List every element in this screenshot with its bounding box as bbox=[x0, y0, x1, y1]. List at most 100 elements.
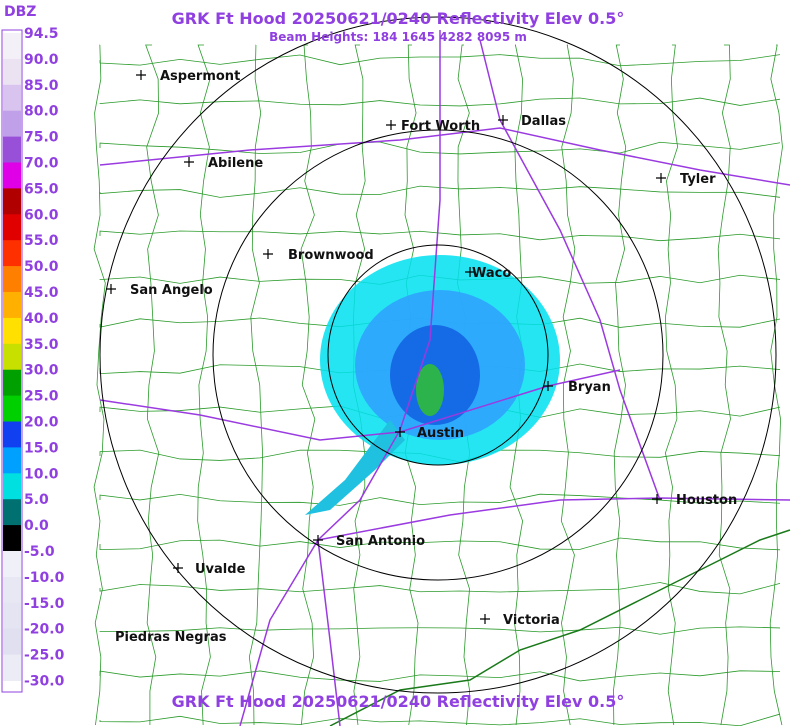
county-line bbox=[99, 141, 781, 155]
city-marker bbox=[136, 70, 146, 80]
county-line bbox=[99, 54, 781, 67]
subtitle: Beam Heights: 184 1645 4282 8095 m bbox=[269, 30, 527, 44]
legend-label: 35.0 bbox=[24, 337, 59, 353]
city-label: Fort Worth bbox=[401, 119, 480, 134]
city-label: Aspermont bbox=[160, 69, 240, 84]
city-marker bbox=[173, 563, 183, 573]
color-swatch bbox=[3, 214, 21, 241]
city-marker bbox=[543, 381, 553, 391]
legend-label: 25.0 bbox=[24, 389, 59, 405]
echo bbox=[305, 420, 405, 515]
legend-label: 94.5 bbox=[24, 26, 59, 42]
color-swatch bbox=[3, 628, 21, 656]
color-swatch bbox=[3, 317, 21, 345]
legend-label: -5.0 bbox=[24, 544, 55, 560]
legend-label: 5.0 bbox=[24, 492, 49, 508]
county-line bbox=[99, 537, 781, 551]
city-label: Bryan bbox=[568, 380, 611, 395]
city-label: San Angelo bbox=[130, 283, 213, 298]
city-label: Houston bbox=[676, 493, 737, 508]
city-label: Waco bbox=[472, 266, 511, 281]
legend-label: 75.0 bbox=[24, 130, 59, 146]
color-swatch bbox=[3, 33, 21, 60]
county-line bbox=[99, 97, 781, 107]
legend-label: 65.0 bbox=[24, 181, 59, 197]
highway bbox=[99, 369, 621, 441]
legend-label: 90.0 bbox=[24, 52, 59, 68]
color-swatch bbox=[3, 110, 21, 138]
color-swatch bbox=[3, 240, 21, 267]
color-swatch bbox=[3, 525, 21, 552]
county-line bbox=[99, 713, 781, 726]
city-marker bbox=[184, 157, 194, 167]
city-marker bbox=[652, 494, 662, 504]
legend-label: -30.0 bbox=[24, 674, 65, 690]
city-label: Uvalde bbox=[195, 562, 246, 577]
county-line bbox=[99, 185, 781, 198]
county-line bbox=[769, 44, 783, 726]
color-swatch bbox=[3, 266, 21, 293]
county-line bbox=[664, 44, 679, 726]
county-line bbox=[99, 626, 781, 635]
city-marker bbox=[480, 614, 490, 624]
legend-label: -20.0 bbox=[24, 622, 65, 638]
legend-label: 50.0 bbox=[24, 259, 59, 275]
color-swatch bbox=[3, 369, 21, 397]
county-line bbox=[717, 44, 731, 726]
range-ring bbox=[327, 244, 549, 466]
color-swatch bbox=[3, 473, 21, 500]
color-swatch bbox=[3, 576, 21, 604]
city-marker bbox=[656, 173, 666, 183]
county-line bbox=[99, 230, 781, 242]
city-marker bbox=[263, 249, 273, 259]
legend-label: 45.0 bbox=[24, 285, 59, 301]
color-swatch bbox=[3, 551, 21, 578]
county-line bbox=[99, 493, 781, 506]
legend-label: 20.0 bbox=[24, 415, 59, 431]
legend-label: 60.0 bbox=[24, 207, 59, 223]
color-swatch bbox=[3, 602, 21, 630]
range-ring bbox=[99, 16, 777, 694]
legend-label: -15.0 bbox=[24, 596, 65, 612]
county-line bbox=[248, 44, 263, 726]
county-line bbox=[197, 44, 211, 726]
county-line bbox=[612, 44, 627, 726]
city-label: Victoria bbox=[503, 613, 560, 628]
coastline bbox=[329, 529, 791, 726]
county-line bbox=[93, 44, 106, 726]
legend-label: 30.0 bbox=[24, 363, 59, 379]
legend-label: 10.0 bbox=[24, 466, 59, 482]
highway bbox=[239, 30, 441, 726]
city-label: Tyler bbox=[680, 172, 716, 187]
footer-title: GRK Ft Hood 20250621/0240 Reflectivity E… bbox=[172, 692, 625, 711]
city-marker bbox=[313, 535, 323, 545]
county-line bbox=[145, 44, 160, 726]
legend-unit: DBZ bbox=[4, 4, 36, 20]
county-line bbox=[300, 44, 316, 726]
color-swatch bbox=[3, 395, 21, 422]
city-label: San Antonio bbox=[336, 534, 425, 549]
color-swatch bbox=[3, 654, 21, 681]
legend-label: -10.0 bbox=[24, 570, 65, 586]
city-label: Piedras Negras bbox=[115, 630, 227, 645]
color-swatch bbox=[3, 499, 21, 526]
legend-label: 40.0 bbox=[24, 311, 59, 327]
county-line bbox=[99, 670, 781, 682]
city-label: Austin bbox=[417, 426, 464, 441]
highway bbox=[317, 539, 341, 726]
map-base bbox=[93, 16, 791, 726]
range-ring bbox=[212, 129, 664, 581]
color-swatch bbox=[3, 343, 21, 371]
legend-label: 15.0 bbox=[24, 440, 59, 456]
county-line bbox=[99, 582, 781, 595]
color-swatch bbox=[3, 84, 21, 112]
color-swatch bbox=[3, 421, 21, 448]
city-label: Brownwood bbox=[288, 248, 374, 263]
highway bbox=[99, 127, 791, 186]
highway bbox=[317, 497, 791, 541]
county-line bbox=[560, 44, 576, 726]
color-swatch bbox=[3, 162, 21, 189]
color-swatch bbox=[3, 447, 21, 474]
city-label: Abilene bbox=[208, 156, 263, 171]
